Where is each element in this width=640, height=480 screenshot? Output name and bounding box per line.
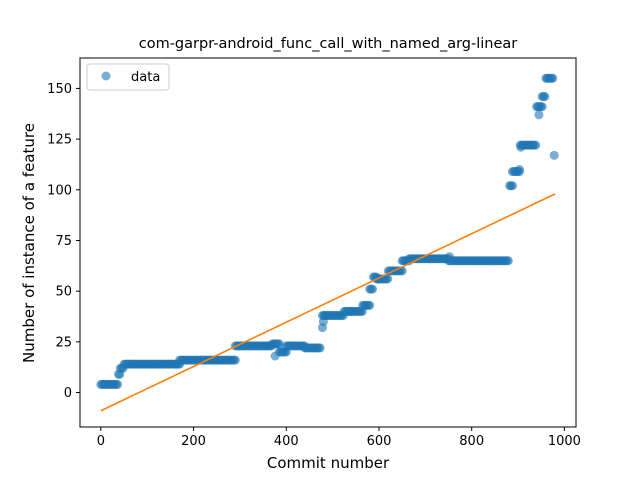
data-point (537, 102, 547, 112)
data-point (320, 310, 330, 320)
data-point (346, 306, 356, 316)
data-point (270, 351, 280, 361)
x-tick-label: 200 (181, 434, 206, 449)
x-tick-label: 1000 (548, 434, 581, 449)
x-tick-label: 400 (274, 434, 299, 449)
data-point (365, 300, 375, 310)
plot-area (80, 58, 576, 427)
legend: data (86, 63, 170, 91)
chart-title: com-garpr-android_func_call_with_named_a… (139, 36, 518, 52)
plot-background (80, 58, 576, 427)
legend-marker (101, 71, 111, 81)
legend-label: data (131, 70, 160, 85)
y-tick-label: 75 (55, 234, 72, 249)
x-tick-label: 600 (367, 434, 392, 449)
data-point (540, 92, 550, 102)
data-point (514, 165, 524, 175)
data-point (534, 110, 544, 120)
y-tick-label: 0 (64, 386, 72, 401)
data-point (230, 355, 240, 365)
y-tick-label: 50 (55, 285, 72, 300)
y-tick-label: 100 (47, 183, 72, 198)
y-axis: 0 25 50 75 100 125 150 (47, 82, 80, 401)
legend-box (86, 63, 170, 91)
data-point (548, 73, 558, 83)
data-point (383, 274, 393, 284)
data-point (531, 140, 541, 150)
x-tick-label: 0 (97, 434, 105, 449)
x-tick-label: 800 (459, 434, 484, 449)
y-axis-label: Number of instance of a feature (20, 123, 38, 363)
data-point (444, 252, 454, 262)
data-point (503, 256, 513, 266)
data-point (274, 339, 284, 349)
x-axis-label: Commit number (267, 454, 390, 472)
y-tick-label: 125 (47, 133, 72, 148)
data-point (549, 150, 559, 160)
data-points (96, 73, 559, 389)
plot-frame (79, 57, 577, 428)
fit-line (100, 193, 556, 412)
data-point (516, 142, 526, 152)
data-point (113, 379, 123, 389)
data-point (507, 181, 517, 191)
y-tick-label: 25 (55, 335, 72, 350)
data-point (315, 343, 325, 353)
x-axis: 0 200 400 600 800 1000 (97, 427, 581, 449)
data-point (368, 284, 377, 294)
y-tick-label: 150 (47, 82, 72, 97)
fit-line-layer (100, 193, 556, 412)
